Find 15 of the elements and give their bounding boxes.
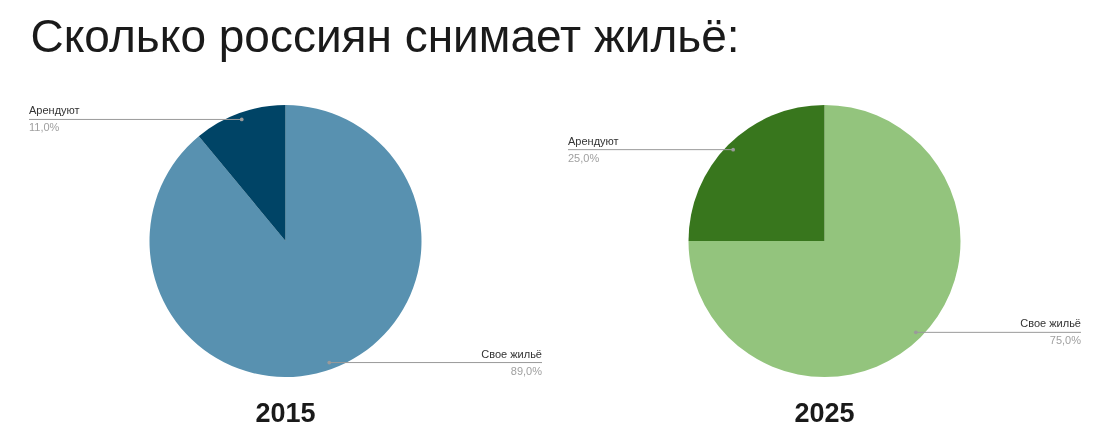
slice-label: Свое жильё (1020, 317, 1081, 330)
data-label: 89,0% (510, 364, 543, 377)
text: 2025 (794, 398, 855, 428)
data-label: 25,0% (568, 151, 600, 164)
data-label: 75,0% (1049, 334, 1082, 347)
pie-slice (149, 105, 422, 377)
pie-slice (198, 105, 286, 241)
pie-slice (688, 105, 961, 377)
slice-label: Свое жильё (481, 347, 542, 360)
slice-label: Арендуют (29, 104, 80, 117)
text: 2015 (255, 398, 316, 428)
chart-title: Сколько россиян снимает жильё: (30, 10, 740, 62)
slice-label: Арендуют (568, 134, 619, 147)
data-label: 11,0% (29, 121, 60, 134)
pie-slice (688, 105, 825, 241)
